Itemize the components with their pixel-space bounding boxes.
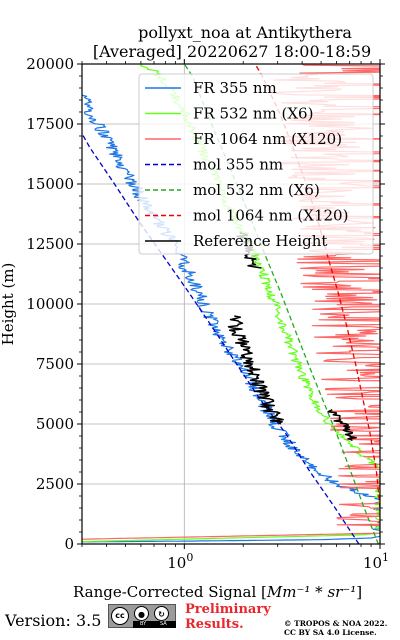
legend-entry: FR 1064 nm (X120) (193, 130, 342, 148)
legend-entry: Reference Height (193, 232, 327, 250)
y-tick-label: 15000 (26, 175, 74, 193)
legend-entry: mol 532 nm (X6) (193, 181, 320, 199)
y-tick-label: 5000 (36, 415, 74, 433)
cc-badge-bar: BY SA (133, 621, 176, 628)
legend: FR 355 nm FR 532 nm (X6) FR 1064 nm (X120)… (138, 73, 374, 255)
by-person-icon: ● (134, 606, 149, 621)
y-tick-label: 2500 (36, 475, 74, 493)
x-axis-label-text: Range-Corrected Signal [ (73, 583, 267, 601)
cc-sa-text: SA (160, 621, 167, 627)
y-tick-label: 7500 (36, 355, 74, 373)
y-tick-label: 17500 (26, 115, 74, 133)
x-axis-label-units: Mm⁻¹ * sr⁻¹ (266, 583, 356, 601)
x-tick-label: 101 (363, 551, 389, 572)
chart-title-line2: [Averaged] 20220627 18:00-18:59 (93, 42, 371, 61)
series-line-8 (327, 408, 357, 442)
legend-box (138, 73, 374, 255)
series-line-3 (82, 133, 360, 544)
y-tick-label: 12500 (26, 235, 74, 253)
legend-entry: FR 532 nm (X6) (193, 105, 313, 123)
copyright-line1: © TROPOS & NOA 2022. (284, 619, 388, 628)
legend-entry: FR 355 nm (193, 79, 277, 97)
series-line-6 (227, 315, 284, 425)
version-label: Version: 3.5 (5, 611, 102, 630)
preliminary-results-note: Preliminary Results. (185, 602, 271, 632)
y-axis-label: Height (m) (0, 263, 17, 346)
cc-license-badge: cc ● ↻ BY SA (108, 604, 176, 628)
legend-entry: mol 355 nm (193, 156, 283, 174)
copyright-line2: CC BY SA 4.0 License. (284, 628, 377, 637)
y-tick-label: 0 (64, 535, 74, 553)
sa-share-alike-icon: ↻ (154, 606, 169, 621)
preliminary-line2: Results. (185, 617, 244, 632)
x-axis-label-close: ] (356, 583, 362, 601)
cc-by-text: BY (140, 621, 147, 627)
plot-area: 0 2500 5000 7500 10000 12500 15000 17500 20000 10… (26, 55, 389, 572)
legend-entry: mol 1064 nm (X120) (193, 207, 348, 225)
copyright-note: © TROPOS & NOA 2022. CC BY SA 4.0 Licens… (284, 619, 387, 637)
preliminary-line1: Preliminary (185, 602, 271, 617)
chart-title-line1: pollyxt_noa at Antikythera (138, 23, 352, 42)
x-axis-label: Range-Corrected Signal [Mm⁻¹ * sr⁻¹] (73, 583, 362, 601)
y-tick-label: 20000 (26, 55, 74, 73)
y-tick-label: 10000 (26, 295, 74, 313)
x-tick-label: 100 (167, 551, 193, 572)
cc-icon: cc (111, 607, 129, 625)
series-line-2 (82, 64, 380, 540)
